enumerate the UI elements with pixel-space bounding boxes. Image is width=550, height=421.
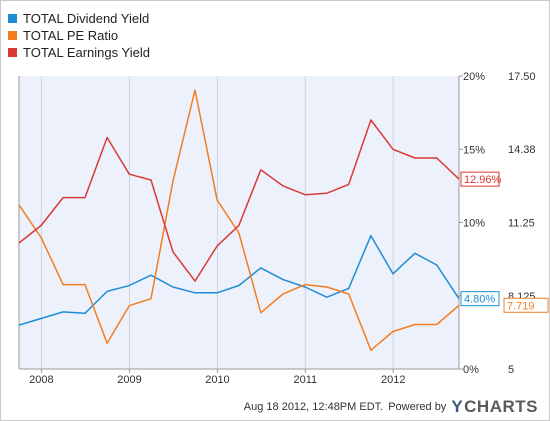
outer-y-tick-label-3: 14.38	[508, 144, 536, 156]
x-tick-label-2012: 2012	[381, 374, 405, 386]
legend-swatch-pe-ratio	[8, 31, 17, 40]
legend-swatch-earnings-yield	[8, 48, 17, 57]
inner-y-tick-label-0: 0%	[463, 364, 479, 376]
end-label-dividend-yield: 4.80%	[464, 294, 495, 306]
legend-label-dividend-yield: TOTAL Dividend Yield	[23, 11, 150, 26]
x-tick-label-2011: 2011	[294, 374, 318, 386]
footer-timestamp: Aug 18 2012, 12:48PM EDT.	[243, 401, 384, 413]
footer: Aug 18 2012, 12:48PM EDT. Powered by Y C…	[244, 397, 538, 417]
ycharts-logo[interactable]: Y CHARTS	[451, 397, 538, 417]
inner-y-tick-label-2: 10%	[463, 218, 485, 230]
legend-label-earnings-yield: TOTAL Earnings Yield	[23, 45, 150, 60]
legend-label-pe-ratio: TOTAL PE Ratio	[23, 28, 119, 43]
series-layer	[18, 89, 460, 351]
footer-powered-by: Powered by	[388, 401, 447, 413]
outer-y-tick-label-0: 5	[508, 364, 514, 376]
outer-y-tick-label-2: 11.25	[508, 218, 535, 230]
x-tick-label-2009: 2009	[117, 374, 141, 386]
inner-y-tick-label-4: 20%	[463, 71, 485, 83]
legend-item-pe-ratio[interactable]: TOTAL PE Ratio	[8, 27, 150, 44]
outer-y-tick-label-4: 17.50	[508, 71, 536, 83]
x-tick-label-2010: 2010	[205, 374, 229, 386]
legend-item-earnings-yield[interactable]: TOTAL Earnings Yield	[8, 44, 150, 61]
end-label-box-earnings-yield	[460, 171, 500, 187]
series-line-pe-ratio	[18, 89, 460, 351]
inner-y-tick-label-3: 15%	[463, 144, 485, 156]
x-tick-label-2008: 2008	[29, 374, 53, 386]
plot-area	[19, 76, 459, 369]
ycharts-logo-text: CHARTS	[464, 397, 538, 416]
end-label-box-pe-ratio	[503, 297, 549, 313]
end-labels: 4.80% 7.719 12.96%	[460, 171, 549, 313]
legend-swatch-dividend-yield	[8, 14, 17, 23]
series-line-earnings-yield	[18, 119, 460, 282]
ycharts-logo-y: Y	[451, 397, 464, 416]
end-label-earnings-yield: 12.96%	[464, 174, 502, 186]
end-label-pe-ratio: 7.719	[507, 300, 535, 312]
legend: TOTAL Dividend Yield TOTAL PE Ratio TOTA…	[8, 10, 150, 61]
legend-item-dividend-yield[interactable]: TOTAL Dividend Yield	[8, 10, 150, 27]
end-label-box-dividend-yield	[460, 291, 500, 307]
grid-lines	[40, 76, 394, 369]
series-line-dividend-yield	[18, 234, 460, 326]
